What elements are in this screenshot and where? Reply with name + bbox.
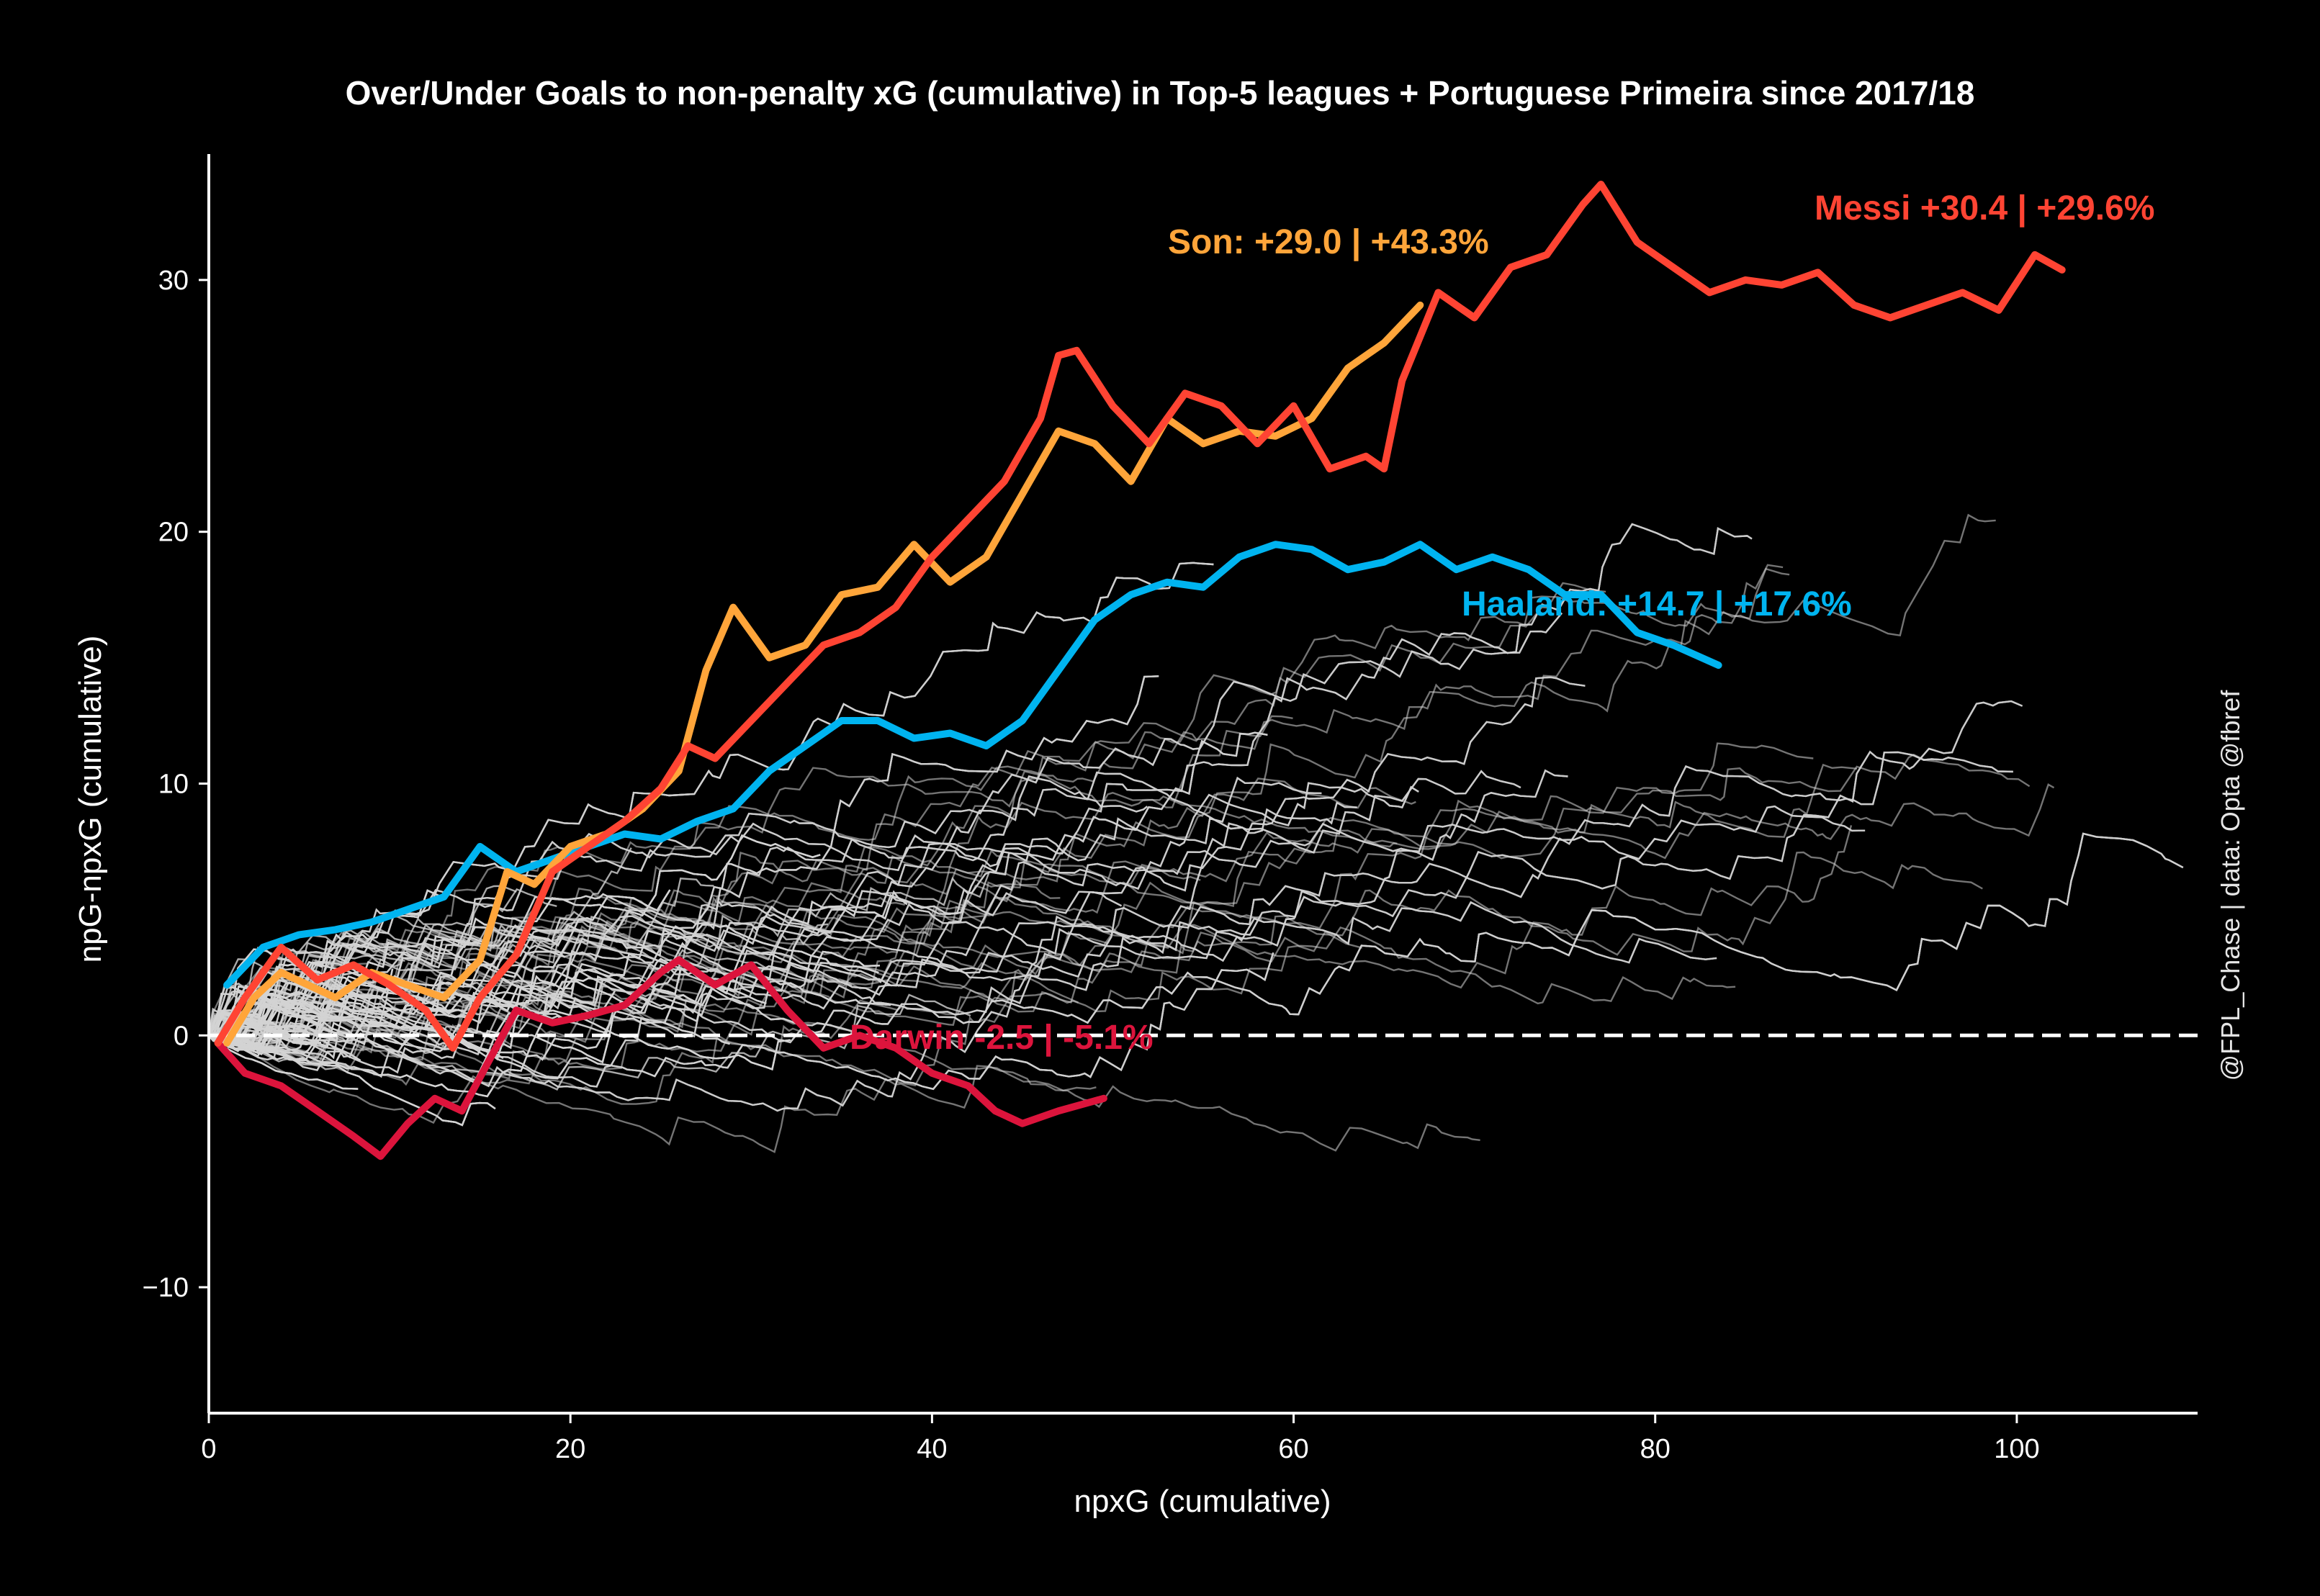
chart-title: Over/Under Goals to non-penalty xG (cumu… (346, 74, 1975, 112)
background-series-line (209, 567, 1790, 1073)
background-series-line (209, 771, 1357, 1052)
darwin-label: Darwin -2.5 | -5.1% (850, 1019, 1154, 1057)
y-tick-label: 20 (158, 518, 189, 548)
x-axis-label: npxG (cumulative) (1074, 1484, 1331, 1519)
background-series-line (209, 891, 1123, 1088)
series-labels-group: Messi +30.4 | +29.6% Son: +29.0 | +43.3% H… (850, 189, 2154, 1057)
axes-group: 0 20 40 60 80 100 −10 0 10 20 30 (143, 154, 2198, 1464)
x-tick-label: 100 (1994, 1434, 2039, 1464)
series-line-3 (214, 956, 1107, 1160)
background-series-line (209, 889, 671, 1042)
background-series-line (209, 675, 1159, 1048)
background-series-line (209, 776, 1322, 1041)
x-tick-label: 20 (555, 1434, 585, 1464)
series-line-1 (223, 301, 1424, 1047)
background-series-line (209, 917, 829, 1036)
haaland-label: Haaland: +14.7 | +17.6% (1462, 585, 1852, 623)
y-tick-label: 0 (174, 1021, 189, 1051)
background-series-line (209, 832, 2184, 1060)
x-tick-label: 80 (1640, 1434, 1671, 1464)
background-series-line (209, 769, 1568, 1044)
background-series-line (209, 751, 2013, 1042)
background-series-line (209, 1034, 1480, 1153)
background-series-line (209, 676, 1586, 1074)
y-axis-label: npG-npxG (cumulative) (73, 636, 108, 963)
background-series-group (209, 513, 2184, 1153)
watermark: @FPL_Chase | data: Opta @fbref (2216, 690, 2245, 1081)
background-series-line (209, 582, 1606, 1036)
background-series-line (209, 952, 1274, 1091)
background-series-line (209, 924, 879, 1050)
highlighted-series-group (214, 181, 2066, 1160)
background-series-line (209, 775, 1148, 1037)
background-series-line (209, 731, 1268, 1061)
series-line-0 (214, 181, 2066, 1052)
background-series-line (209, 901, 1717, 1112)
y-tick-label: 30 (158, 266, 189, 296)
background-series-line (209, 906, 1262, 1061)
messi-label: Messi +30.4 | +29.6% (1815, 189, 2154, 227)
background-series-line (209, 942, 891, 1036)
x-tick-label: 0 (201, 1434, 216, 1464)
y-tick-label: 10 (158, 770, 189, 800)
background-series-line (209, 926, 1736, 1063)
y-tick-label: −10 (143, 1273, 189, 1303)
series-line-2 (223, 541, 1722, 989)
background-series-line (209, 825, 1853, 1039)
background-series-line (209, 562, 1214, 1036)
x-tick-label: 40 (917, 1434, 947, 1464)
background-series-line (209, 763, 1858, 1037)
son-label: Son: +29.0 | +43.3% (1168, 223, 1489, 261)
x-tick-label: 60 (1278, 1434, 1308, 1464)
background-series-line (209, 917, 494, 1051)
